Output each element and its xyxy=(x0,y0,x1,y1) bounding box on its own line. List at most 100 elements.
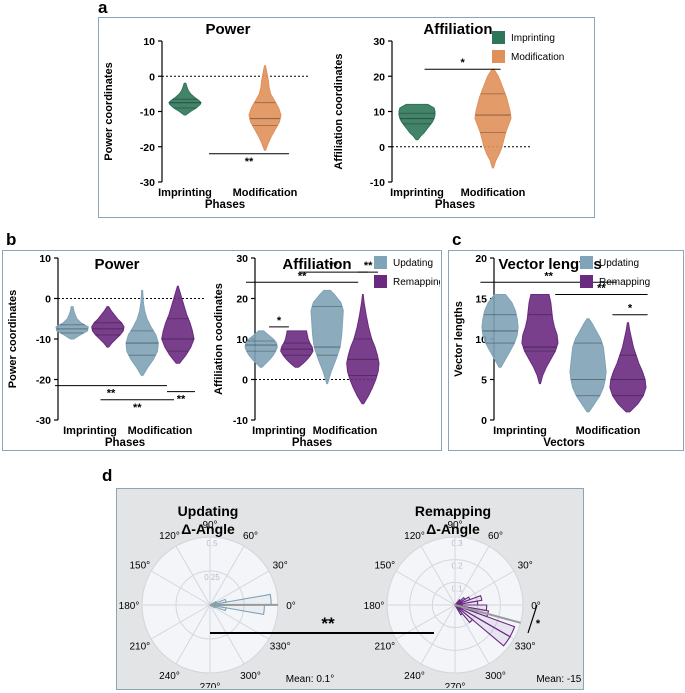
y-tick-label: 20 xyxy=(373,71,385,83)
legend-label: Updating xyxy=(393,258,433,269)
significance-label: ** xyxy=(364,260,373,272)
y-tick-label: 10 xyxy=(143,36,155,48)
y-axis-label: Vector lengths xyxy=(453,301,465,377)
y-tick-label: 10 xyxy=(373,107,385,119)
x-category-label: Imprinting xyxy=(390,187,444,199)
x-category-label: Imprinting xyxy=(63,425,117,437)
x-axis-label: Vectors xyxy=(543,437,585,449)
y-axis-label: Affiliation coordinates xyxy=(333,53,345,169)
y-tick-label: 0 xyxy=(242,375,248,387)
violin-body xyxy=(521,294,559,385)
polar-angle-label: 210° xyxy=(375,642,396,653)
polar-mean-line xyxy=(454,604,521,624)
y-tick-label: -10 xyxy=(370,177,385,189)
remapping-edge-significance-label: * xyxy=(536,618,541,630)
x-category-label: Modification xyxy=(233,187,298,199)
violin-body xyxy=(168,82,202,116)
polar-spoke xyxy=(395,570,456,606)
polar-ring-label: 0.5 xyxy=(206,539,218,548)
polar-angle-label: 150° xyxy=(130,561,151,572)
y-tick-label: 0 xyxy=(149,71,155,83)
legend-label: Remapping xyxy=(599,277,650,288)
chart-title: Affiliation xyxy=(423,21,492,38)
y-tick-label: 20 xyxy=(475,253,487,265)
chart-title: Power xyxy=(94,256,139,273)
y-tick-label: -10 xyxy=(140,107,155,119)
x-axis-label: Phases xyxy=(205,199,245,211)
legend-label: Updating xyxy=(599,258,639,269)
x-axis-label: Phases xyxy=(435,199,475,211)
polar-ring-label: 0.25 xyxy=(204,573,220,582)
polar-ring-label: 0.1 xyxy=(451,584,463,593)
delta-angle-polar-charts: Updating Δ-Angle 0.25 0.5 0° 30° 60° 90° 120° 150… xyxy=(119,503,582,688)
x-category-label: Imprinting xyxy=(493,425,547,437)
significance-label: ** xyxy=(177,394,186,406)
polar-spoke xyxy=(420,604,456,665)
y-axis-label: Power coordinates xyxy=(103,62,115,160)
polar-angle-label: 330° xyxy=(270,642,291,653)
significance-label: ** xyxy=(544,270,553,282)
power-violin-chart-b: Power 10 0 -10 -20 -30 Power coordinates Imprin… xyxy=(7,253,204,449)
polar-angle-label: 330° xyxy=(515,642,536,653)
panel-letter-b: b xyxy=(6,230,17,249)
y-tick-label: 10 xyxy=(236,334,248,346)
polar-angle-label: 150° xyxy=(375,561,396,572)
x-category-label: Modification xyxy=(313,425,378,437)
legend-swatch xyxy=(492,31,505,44)
polar-spoke xyxy=(209,545,245,606)
y-tick-label: 10 xyxy=(475,334,487,346)
violin-body xyxy=(474,68,512,169)
violin-body xyxy=(244,330,278,368)
significance-label: ** xyxy=(107,388,116,400)
polar-bin xyxy=(454,604,511,647)
affiliation-violin-chart-a: Affiliation 30 20 10 0 -10 Affiliation coordin… xyxy=(333,21,564,211)
x-category-label: Imprinting xyxy=(158,187,212,199)
polar-angle-label: 210° xyxy=(130,642,151,653)
polar-angle-label: 30° xyxy=(273,561,288,572)
panel-b-frame xyxy=(2,250,442,451)
polar-spoke xyxy=(454,545,490,606)
polar-angle-label: 180° xyxy=(119,601,140,612)
violin-body xyxy=(161,285,195,364)
x-axis-label: Phases xyxy=(105,437,145,449)
chart-title: Vector lengths xyxy=(498,256,601,273)
polar-significance-label: ** xyxy=(321,614,335,633)
violin-body xyxy=(346,294,380,405)
violin-body xyxy=(609,322,647,413)
violin-body xyxy=(310,289,344,385)
y-tick-label: -10 xyxy=(36,334,51,346)
power-violin-chart-a: Power 10 0 -10 -20 -30 Power coordinates Imprin… xyxy=(103,21,310,211)
y-tick-label: 0 xyxy=(45,294,51,306)
y-tick-label: 20 xyxy=(236,294,248,306)
y-tick-label: -30 xyxy=(140,177,155,189)
polar-angle-label: 240° xyxy=(159,671,180,682)
polar-angle-label: 120° xyxy=(404,531,425,542)
polar-spoke xyxy=(150,570,211,606)
y-axis-label: Affiliation coodinates xyxy=(213,283,225,395)
violin-body xyxy=(248,65,282,151)
polar-spoke xyxy=(150,604,211,640)
violin-body xyxy=(569,318,607,413)
polar-spoke xyxy=(175,604,211,665)
polar-angle-label: 60° xyxy=(488,531,503,542)
polar-spoke xyxy=(175,545,211,606)
y-tick-label: 5 xyxy=(481,375,487,387)
panel-letter-a: a xyxy=(98,0,108,17)
polar-bin xyxy=(454,594,483,606)
legend-label: Imprinting xyxy=(511,33,555,44)
legend-label: Remapping xyxy=(393,277,440,288)
polar-bin xyxy=(454,604,464,616)
polar-angle-label: 180° xyxy=(364,601,385,612)
polar-title: Updating xyxy=(178,503,239,519)
legend-swatch xyxy=(374,256,387,269)
y-tick-label: 10 xyxy=(39,253,51,265)
significance-label: ** xyxy=(133,402,142,414)
polar-subtitle: Δ-Angle xyxy=(181,521,235,537)
polar-angle-label: 300° xyxy=(485,671,506,682)
legend-swatch xyxy=(580,275,593,288)
significance-label: ** xyxy=(298,270,307,282)
y-tick-label: 0 xyxy=(481,415,487,427)
y-tick-label: -10 xyxy=(233,415,248,427)
polar-angle-label: 60° xyxy=(243,531,258,542)
polar-spoke xyxy=(209,570,270,606)
